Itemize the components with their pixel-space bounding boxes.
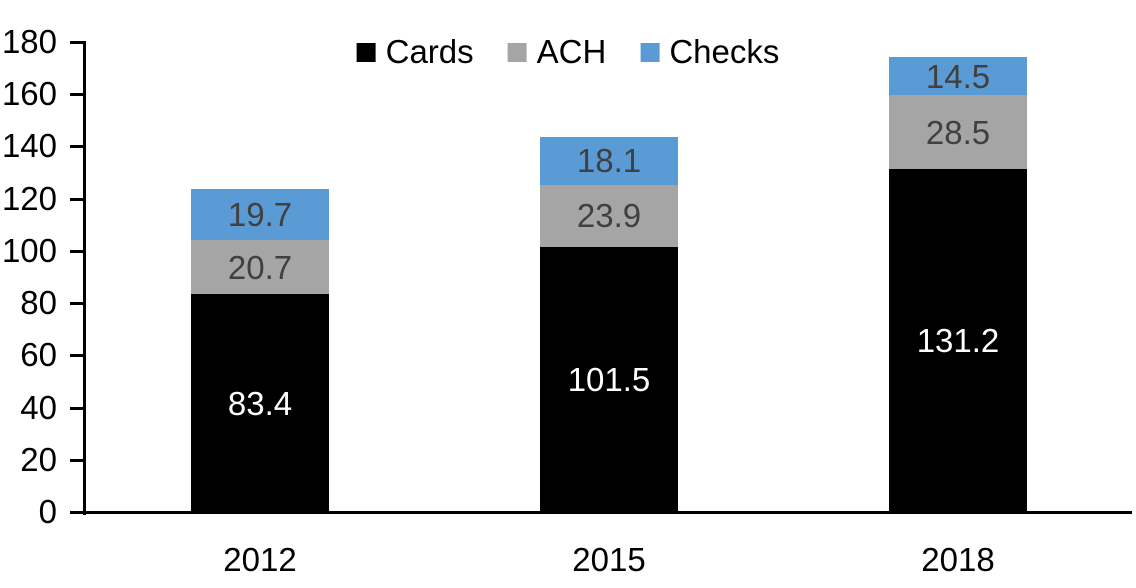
y-axis-tick: [70, 145, 86, 148]
bar-segment-checks: 18.1: [540, 137, 678, 185]
bar-segment-cards: 83.4: [191, 294, 329, 512]
bar-segment-cards: 101.5: [540, 246, 678, 512]
legend-item-ach: ACH: [507, 33, 607, 71]
legend-label-cards: Cards: [385, 33, 474, 70]
y-axis-tick-label: 120: [1, 180, 57, 217]
legend-swatch-checks: [640, 42, 660, 62]
y-axis-tick: [70, 41, 86, 44]
y-axis-tick-label: 140: [1, 127, 57, 164]
y-axis-tick: [70, 93, 86, 96]
y-axis-tick-label: 180: [1, 23, 57, 60]
legend-label-ach: ACH: [536, 33, 607, 70]
bar-value-label: 131.2: [916, 322, 1000, 360]
y-axis-tick: [70, 302, 86, 305]
y-axis-tick: [70, 459, 86, 462]
bar-value-label: 20.7: [227, 248, 293, 286]
y-axis-tick-label: 100: [1, 232, 57, 269]
y-axis-tick: [70, 407, 86, 410]
bar-segment-checks: 19.7: [191, 188, 329, 241]
bar-value-label: 14.5: [925, 57, 991, 95]
bar-value-label: 28.5: [925, 113, 991, 151]
x-axis-label-2018: 2018: [921, 541, 995, 578]
y-axis-line: [83, 41, 86, 515]
bar-segment-ach: 23.9: [540, 184, 678, 247]
legend: Cards ACH Checks: [356, 33, 779, 71]
bar-value-label: 19.7: [227, 195, 293, 233]
y-axis-tick: [70, 354, 86, 357]
bar-segment-ach: 20.7: [191, 240, 329, 295]
y-axis-tick-label: 80: [20, 284, 57, 321]
bar-value-label: 23.9: [576, 197, 642, 235]
legend-item-cards: Cards: [356, 33, 474, 71]
bar-value-label: 18.1: [576, 142, 642, 180]
x-axis-line: [83, 511, 1132, 514]
x-axis-label-2015: 2015: [572, 541, 646, 578]
y-axis-tick-label: 0: [38, 493, 57, 530]
legend-swatch-cards: [356, 42, 376, 62]
x-axis-label-2012: 2012: [223, 541, 297, 578]
bar-value-label: 83.4: [227, 384, 293, 422]
y-axis-tick: [70, 198, 86, 201]
legend-item-checks: Checks: [640, 33, 779, 71]
bar-segment-checks: 14.5: [889, 57, 1027, 95]
legend-swatch-ach: [507, 42, 527, 62]
bar-segment-cards: 131.2: [889, 169, 1027, 512]
legend-label-checks: Checks: [669, 33, 780, 70]
y-axis-tick-label: 60: [20, 336, 57, 373]
y-axis-tick: [70, 250, 86, 253]
bar-segment-ach: 28.5: [889, 95, 1027, 170]
y-axis-tick: [70, 511, 86, 514]
y-axis-tick-label: 20: [20, 441, 57, 478]
y-axis-tick-label: 40: [20, 389, 57, 426]
bar-value-label: 101.5: [567, 360, 651, 398]
y-axis-tick-label: 160: [1, 75, 57, 112]
